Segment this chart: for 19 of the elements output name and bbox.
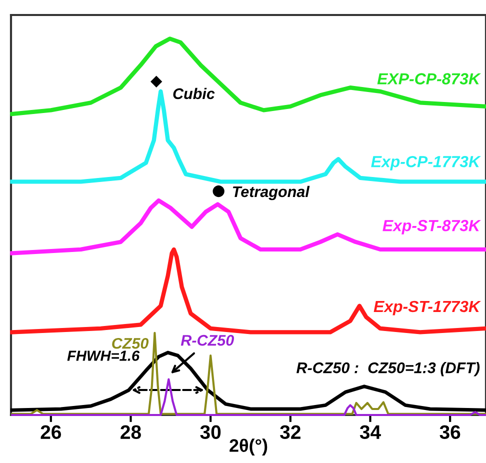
series-label: CZ50 bbox=[112, 338, 149, 349]
series-label: EXP-CP-873K bbox=[377, 73, 481, 84]
x-axis-title: 2θ(°) bbox=[230, 438, 268, 456]
annotation: ◆ bbox=[150, 76, 162, 88]
annotation: Tetragonal bbox=[232, 186, 310, 200]
annotation: FHWH=1.6 bbox=[67, 350, 140, 361]
series-label: Exp-CP-1773K bbox=[371, 156, 481, 170]
x-tick-label: 32 bbox=[280, 425, 300, 440]
annotation: ● bbox=[212, 185, 224, 198]
series-label: R-CZ50 : CZ50=1:3 (DFT) bbox=[296, 362, 480, 376]
x-tick-label: 30 bbox=[200, 425, 221, 440]
annotation: Cubic bbox=[173, 88, 215, 100]
x-tick-label: 28 bbox=[120, 425, 141, 440]
series-label: Exp-ST-873K bbox=[382, 220, 481, 234]
text: R-CZ50 bbox=[180, 334, 234, 346]
series-label: Exp-ST-1773K bbox=[374, 300, 481, 316]
x-tick-label: 34 bbox=[360, 425, 381, 440]
x-tick-label: 26 bbox=[40, 425, 62, 440]
x-tick-label: 36 bbox=[440, 425, 460, 440]
